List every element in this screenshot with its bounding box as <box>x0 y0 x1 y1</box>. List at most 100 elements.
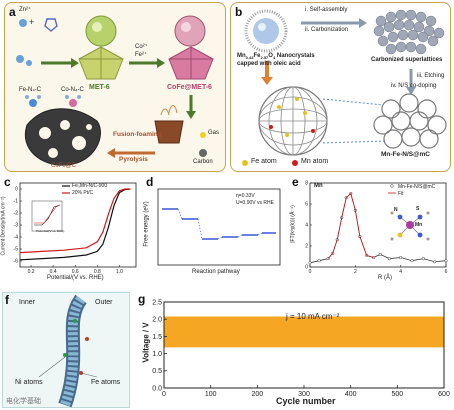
inset-line-1 <box>34 204 61 224</box>
svg-text:+: + <box>29 17 34 27</box>
series-point-0-17 <box>433 260 437 264</box>
panel-d-note-u: U=0.90V vs RHE <box>236 200 274 206</box>
panel-c: c 0.2 0.4 0.6 0.8 1.0 0 -1 -2 -3 -4 -5 -6 Current D… <box>0 175 142 285</box>
series-point-0-15 <box>410 259 414 263</box>
x-tick-label-3: 6 <box>445 269 448 275</box>
y-tick-label-4: -4 <box>14 235 19 241</box>
y-tick-label-0: 0.0 <box>152 385 162 392</box>
x-tick-label-0: 0 <box>309 269 312 275</box>
nanocrystal-label: Mn0.43Fe2.57O4 Nanocrystals capped with … <box>237 53 315 68</box>
codoping-label: iv. N/S co-doping <box>391 83 437 89</box>
legend-fe-atom: Fe atom <box>251 158 277 165</box>
panel-c-label: c <box>4 175 11 189</box>
x-tick-label-1: 100 <box>205 391 217 398</box>
y-tick-label-5: -5 <box>14 247 19 253</box>
x-tick-label-4: 400 <box>345 391 357 398</box>
watermark: 电化学基础 <box>6 398 41 405</box>
y-tick-label-0: 0 <box>15 187 18 193</box>
y-tick-label-6: -6 <box>14 259 19 265</box>
x-tick-label-0: 0 <box>162 391 166 398</box>
x-tick-label-2: 0.6 <box>72 269 79 275</box>
y-tick-label-3: 6 <box>305 202 308 208</box>
carbon-label: Carbon <box>193 159 213 165</box>
y-tick-label-2: 1.0 <box>152 351 162 358</box>
inset-atom-mn: Mn <box>415 222 423 228</box>
mn-coordination-inset <box>390 211 430 241</box>
panel-g-xlabel: Cycle number <box>276 396 336 406</box>
x-tick-label-2: 4 <box>399 269 402 275</box>
panel-f: f Inner Outer Ni atoms Fe atoms <box>2 292 130 408</box>
inset-frame <box>31 200 63 232</box>
panel-a-graphic: + <box>16 15 214 166</box>
panel-g-chart: 0 100 200 300 400 500 600 0.0 0.5 1.0 1.5 2.0 2.5 <box>152 299 450 398</box>
x-tick-label-4: 1.0 <box>116 269 123 275</box>
series-line-1 <box>327 192 374 259</box>
y-tick-label-1: 2 <box>305 244 308 250</box>
x-tick-label-3: 300 <box>298 391 310 398</box>
x-tick-label-6: 600 <box>438 391 450 398</box>
series-line-1 <box>19 188 131 254</box>
series-point-0-14 <box>399 256 403 260</box>
panel-b-graphic <box>242 9 447 166</box>
x-tick-label-3: 0.8 <box>94 269 101 275</box>
y-tick-label-4: 2.0 <box>152 317 162 324</box>
co-n4-c-label: Co-N₄-C <box>61 87 84 93</box>
pyrolysis-label: Pyrolysis <box>119 156 148 163</box>
y-tick-label-2: -2 <box>14 211 19 217</box>
panel-e-legend-0: Mn-Fe-N/S@mC <box>398 184 436 190</box>
x-tick-label-2: 200 <box>251 391 263 398</box>
y-tick-label-5: 2.5 <box>152 299 162 306</box>
fusion-foaming-label: Fusion-foaming <box>113 131 162 138</box>
superlattice-label: Carbonized superlattices <box>371 57 443 63</box>
panel-e-element: Mn <box>314 183 323 189</box>
panel-c-legend-0: Fe₃Mn-N/C-900 <box>72 183 108 189</box>
y-tick-label-0: 0 <box>305 265 308 271</box>
inset-atom-s: S <box>416 206 420 212</box>
series-point-0-18 <box>444 259 448 263</box>
y-tick-label-1: 0.5 <box>152 368 162 375</box>
panel-c-inset-xlabel: Potential/(V vs. RHE) <box>36 229 65 233</box>
panel-d-chart <box>157 188 281 266</box>
cofe-c-label: CoFe@C <box>51 163 77 169</box>
met6-label: MET-6 <box>89 84 110 91</box>
panel-e-label: e <box>292 175 299 189</box>
panel-f-outer-label: Outer <box>95 299 113 306</box>
inset-atom-n: N <box>394 207 398 213</box>
panel-d-note-eta: η=0.33V <box>236 193 255 199</box>
gas-label: Gas <box>208 130 220 136</box>
panel-e-legend-1: Fit <box>398 191 404 197</box>
panel-b: b Mn0.43Fe2.57O4 Nanocrystals capped wit… <box>230 2 451 172</box>
panel-g-annotation: j = 10 mA cm⁻² <box>286 312 340 321</box>
panel-f-ni-label: Ni atoms <box>15 379 43 386</box>
panel-e-chart: 0 2 4 6 0 2 4 6 8 <box>305 181 448 275</box>
series-point-0-13 <box>387 257 391 261</box>
panel-f-label: f <box>5 293 9 307</box>
inset-line-0 <box>34 204 61 226</box>
panel-g: g 0 100 200 300 400 500 600 0.0 0.5 1.0 1.5 2.0 2.5 … <box>136 292 452 408</box>
panel-d: d Free energy (eV) Reaction pathway η=0.… <box>144 175 284 285</box>
zn-ion-label: Zn²⁺ <box>19 7 32 13</box>
panel-f-inner-label: Inner <box>19 299 35 306</box>
panel-e-xlabel: R (Å) <box>378 275 392 281</box>
panel-d-xlabel: Reaction pathway <box>192 269 240 275</box>
panel-c-ylabel: Current Density/(mA cm⁻²) <box>0 196 7 256</box>
x-tick-label-1: 2 <box>354 269 357 275</box>
panel-d-ylabel: Free energy (eV) <box>143 201 150 247</box>
voltage-band <box>164 316 444 348</box>
fe-n4-c-label: Fe-N₄-C <box>19 87 42 93</box>
legend-swatch-0 <box>390 184 394 188</box>
legend-mn-atom: Mn atom <box>301 158 329 165</box>
self-assembly-label: i. Self-assembly <box>305 7 348 13</box>
panel-g-label: g <box>138 292 146 306</box>
panel-b-label: b <box>235 5 243 19</box>
series-point-0-12 <box>378 252 382 256</box>
series-line-0 <box>19 188 131 261</box>
y-tick-label-2: 4 <box>305 223 308 229</box>
panel-a-label: a <box>9 5 16 19</box>
series-point-0-1 <box>317 259 321 263</box>
panel-f-fe-label: Fe atoms <box>91 379 121 386</box>
carbonization-label: ii. Carbonization <box>305 27 349 33</box>
panel-c-xlabel: Potential/(V vs. RHE) <box>47 275 104 281</box>
y-tick-label-3: 1.5 <box>152 334 162 341</box>
